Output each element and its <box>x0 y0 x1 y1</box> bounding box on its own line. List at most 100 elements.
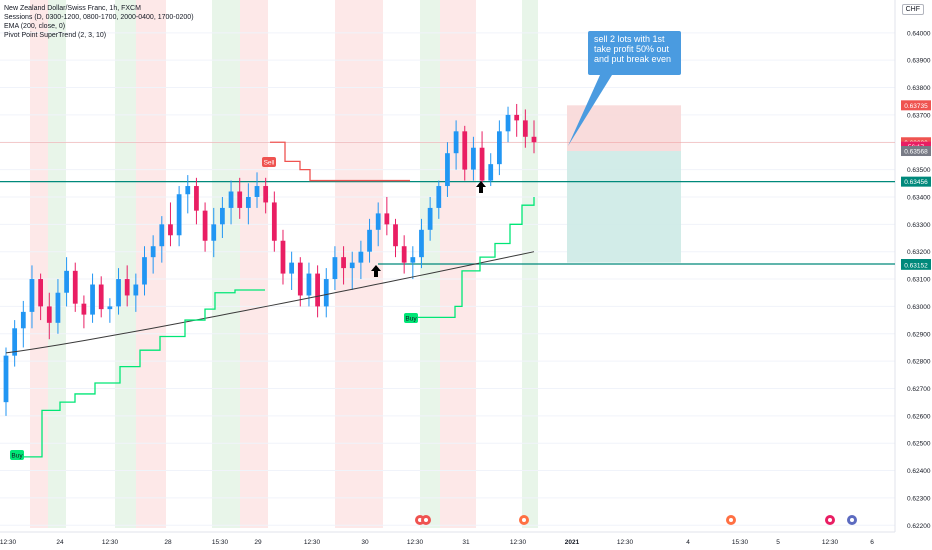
ema-indicator-label[interactable]: EMA (200, close, 0) <box>4 23 66 30</box>
session-band <box>240 0 268 528</box>
candle-body <box>38 279 44 307</box>
candle-body <box>393 224 398 247</box>
candle-body <box>202 210 208 241</box>
y-tick-label: 0.64000 <box>907 30 931 37</box>
sell-signal-box <box>262 157 276 167</box>
candle-body <box>531 136 537 143</box>
candle-body <box>228 191 234 208</box>
price-tag-box <box>901 100 931 111</box>
candle-body <box>220 207 225 225</box>
x-tick-label: 12:30 <box>510 539 527 546</box>
candle-body <box>98 284 104 310</box>
supertrend-up-line <box>10 289 265 458</box>
candle-body <box>514 114 520 121</box>
candle-body <box>194 186 199 211</box>
sessions-indicator-label[interactable]: Sessions (D, 0300-1200, 0800-1700, 2000-… <box>4 14 194 21</box>
candle-body <box>90 284 95 315</box>
y-tick-label: 0.63000 <box>907 304 931 311</box>
candle-body <box>254 186 260 197</box>
candle-body <box>211 224 217 241</box>
session-band <box>48 0 66 528</box>
candle-body <box>150 246 156 258</box>
candle-body <box>55 292 61 323</box>
candle-body <box>297 262 303 296</box>
candle-body <box>168 224 173 236</box>
price-tag-box <box>901 176 931 187</box>
candle-body <box>20 311 26 329</box>
supertrend-up-line <box>410 196 535 318</box>
x-tick-label: 4 <box>686 539 690 546</box>
candle-body <box>496 131 502 165</box>
candle-body <box>349 262 355 269</box>
candle-body <box>263 186 269 203</box>
y-tick-label: 0.62300 <box>907 495 931 502</box>
x-tick-label: 28 <box>164 539 172 546</box>
buy-signal-text: Buy <box>11 453 23 460</box>
x-tick-label: 24 <box>56 539 64 546</box>
price-tag-label: 0.63568 <box>904 149 928 156</box>
y-tick-label: 0.62900 <box>907 331 931 338</box>
candle-body <box>505 114 511 132</box>
ema-line <box>5 251 535 354</box>
y-tick-label: 0.63900 <box>907 58 931 65</box>
y-tick-label: 0.63800 <box>907 85 931 92</box>
candle-body <box>280 240 286 274</box>
x-tick-label: 12:30 <box>304 539 321 546</box>
candle-body <box>522 120 528 137</box>
candle-body <box>289 262 295 274</box>
x-tick-label: 12:30 <box>822 539 839 546</box>
candle-body <box>237 191 243 208</box>
candle-body <box>185 186 191 195</box>
candle-body <box>124 279 130 296</box>
price-tag-label: 0.63152 <box>904 262 928 269</box>
session-band <box>136 0 166 528</box>
candle-body <box>479 147 485 181</box>
candle-body <box>341 257 346 269</box>
y-tick-label: 0.62500 <box>907 441 931 448</box>
candle-body <box>306 273 312 296</box>
candle-body <box>107 306 113 310</box>
candle-body <box>116 279 121 307</box>
price-tag-label: 0.63735 <box>904 103 928 110</box>
price-tag-box <box>901 259 931 270</box>
take-profit-zone <box>567 151 681 263</box>
x-tick-label: 29 <box>254 539 262 546</box>
candle-body <box>436 186 442 208</box>
x-tick-label: 6 <box>870 539 874 546</box>
supertrend-down-line <box>270 141 410 182</box>
economic-event-icon-dot <box>522 518 526 522</box>
trade-note-callout[interactable]: sell 2 lots with 1st take profit 50% out… <box>588 31 681 75</box>
sell-signal-text: Sell <box>264 160 275 167</box>
candle-body <box>64 270 69 293</box>
candle-body <box>323 279 329 307</box>
y-tick-label: 0.63400 <box>907 194 931 201</box>
candle-body <box>453 131 459 154</box>
supertrend-indicator-label[interactable]: Pivot Point SuperTrend (2, 3, 10) <box>4 32 107 39</box>
price-tag-label: 0.63456 <box>904 179 928 186</box>
candle-body <box>159 224 165 247</box>
x-tick-label: 30 <box>361 539 369 546</box>
y-tick-label: 0.62700 <box>907 386 931 393</box>
candle-body <box>367 229 372 252</box>
x-tick-label: 5 <box>776 539 780 546</box>
y-tick-label: 0.62400 <box>907 468 931 475</box>
buy-signal-box <box>404 313 418 323</box>
candle-body <box>419 229 424 258</box>
y-tick-label: 0.63200 <box>907 249 931 256</box>
candle-body <box>245 196 251 208</box>
candle-body <box>445 153 450 187</box>
chart-legend: New Zealand Dollar/Swiss Franc, 1h, FXCM… <box>4 4 194 40</box>
callout-pointer <box>568 75 612 146</box>
economic-event-icon-dot <box>729 518 733 522</box>
candle-body <box>3 355 9 403</box>
candle-body <box>81 303 87 315</box>
price-tag-box <box>901 146 931 157</box>
x-tick-label: 2021 <box>565 539 580 546</box>
buy-signal-text: Buy <box>405 316 417 323</box>
currency-tag: CHF <box>901 4 924 15</box>
session-band <box>30 0 48 528</box>
candle-body <box>488 164 494 181</box>
x-tick-label: 12:30 <box>407 539 424 546</box>
y-tick-label: 0.63100 <box>907 277 931 284</box>
